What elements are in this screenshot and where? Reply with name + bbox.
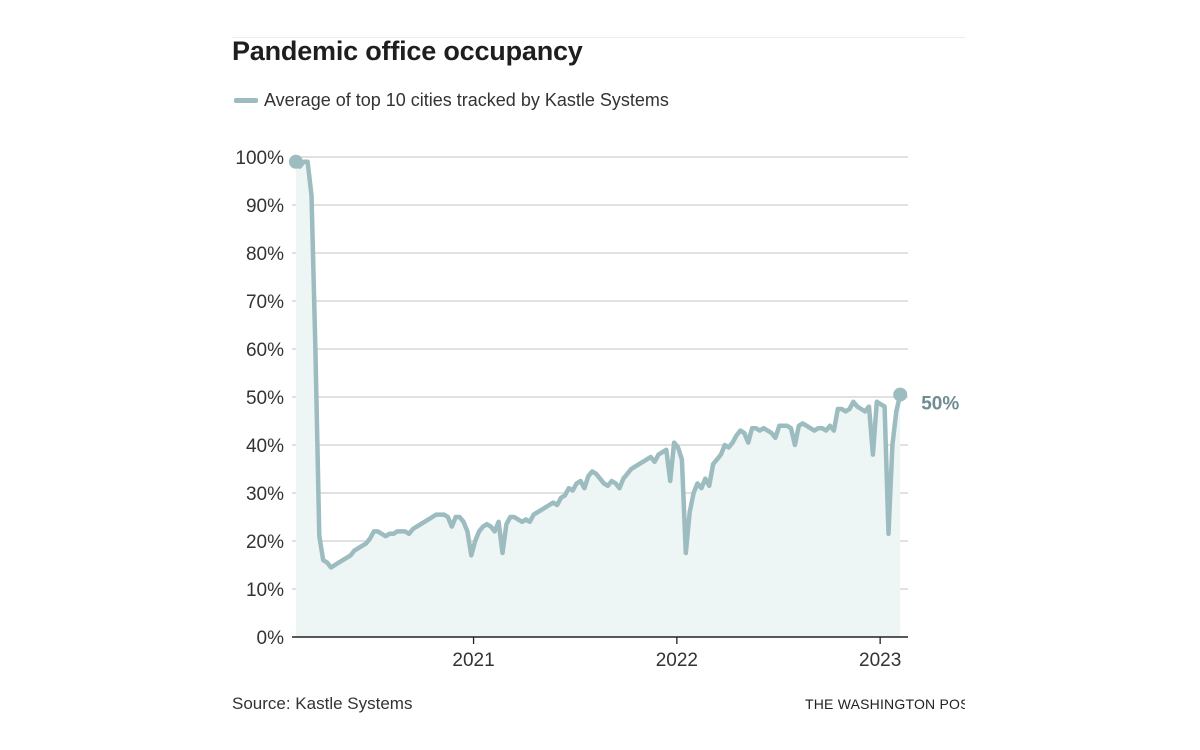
start-point <box>288 154 303 169</box>
series-line <box>293 159 903 570</box>
x-axis-ticks: 2021 2022 2023 <box>452 637 901 671</box>
y-tick-label: 80% <box>246 244 284 265</box>
y-tick-label: 10% <box>246 580 284 601</box>
y-tick-label: 50% <box>246 388 284 409</box>
end-point <box>893 387 908 402</box>
y-tick-label: 70% <box>246 292 284 313</box>
x-tick-label: 2022 <box>656 650 698 671</box>
series-area <box>295 161 901 638</box>
y-tick-label: 60% <box>246 340 284 361</box>
y-tick-label: 100% <box>235 148 284 169</box>
legend-swatch <box>234 98 258 103</box>
y-axis-ticks: 0% 10% 20% 30% 40% 50% 60% 70% 80% 90% 100% <box>235 148 284 649</box>
y-tick-label: 20% <box>246 532 284 553</box>
publisher-credit: THE WASHINGTON POST <box>805 696 965 712</box>
y-tick-label: 40% <box>246 436 284 457</box>
x-tick-label: 2021 <box>452 650 494 671</box>
y-tick-label: 0% <box>257 628 285 649</box>
top-rule <box>232 37 965 38</box>
y-tick-label: 90% <box>246 196 284 217</box>
legend: Average of top 10 cities tracked by Kast… <box>234 90 669 111</box>
source-note: Source: Kastle Systems <box>232 694 413 713</box>
legend-label: Average of top 10 cities tracked by Kast… <box>264 90 669 110</box>
x-tick-label: 2023 <box>859 650 901 671</box>
y-tick-label: 30% <box>246 484 284 505</box>
chart-title: Pandemic office occupancy <box>232 36 583 66</box>
end-value-label: 50% <box>921 394 959 415</box>
